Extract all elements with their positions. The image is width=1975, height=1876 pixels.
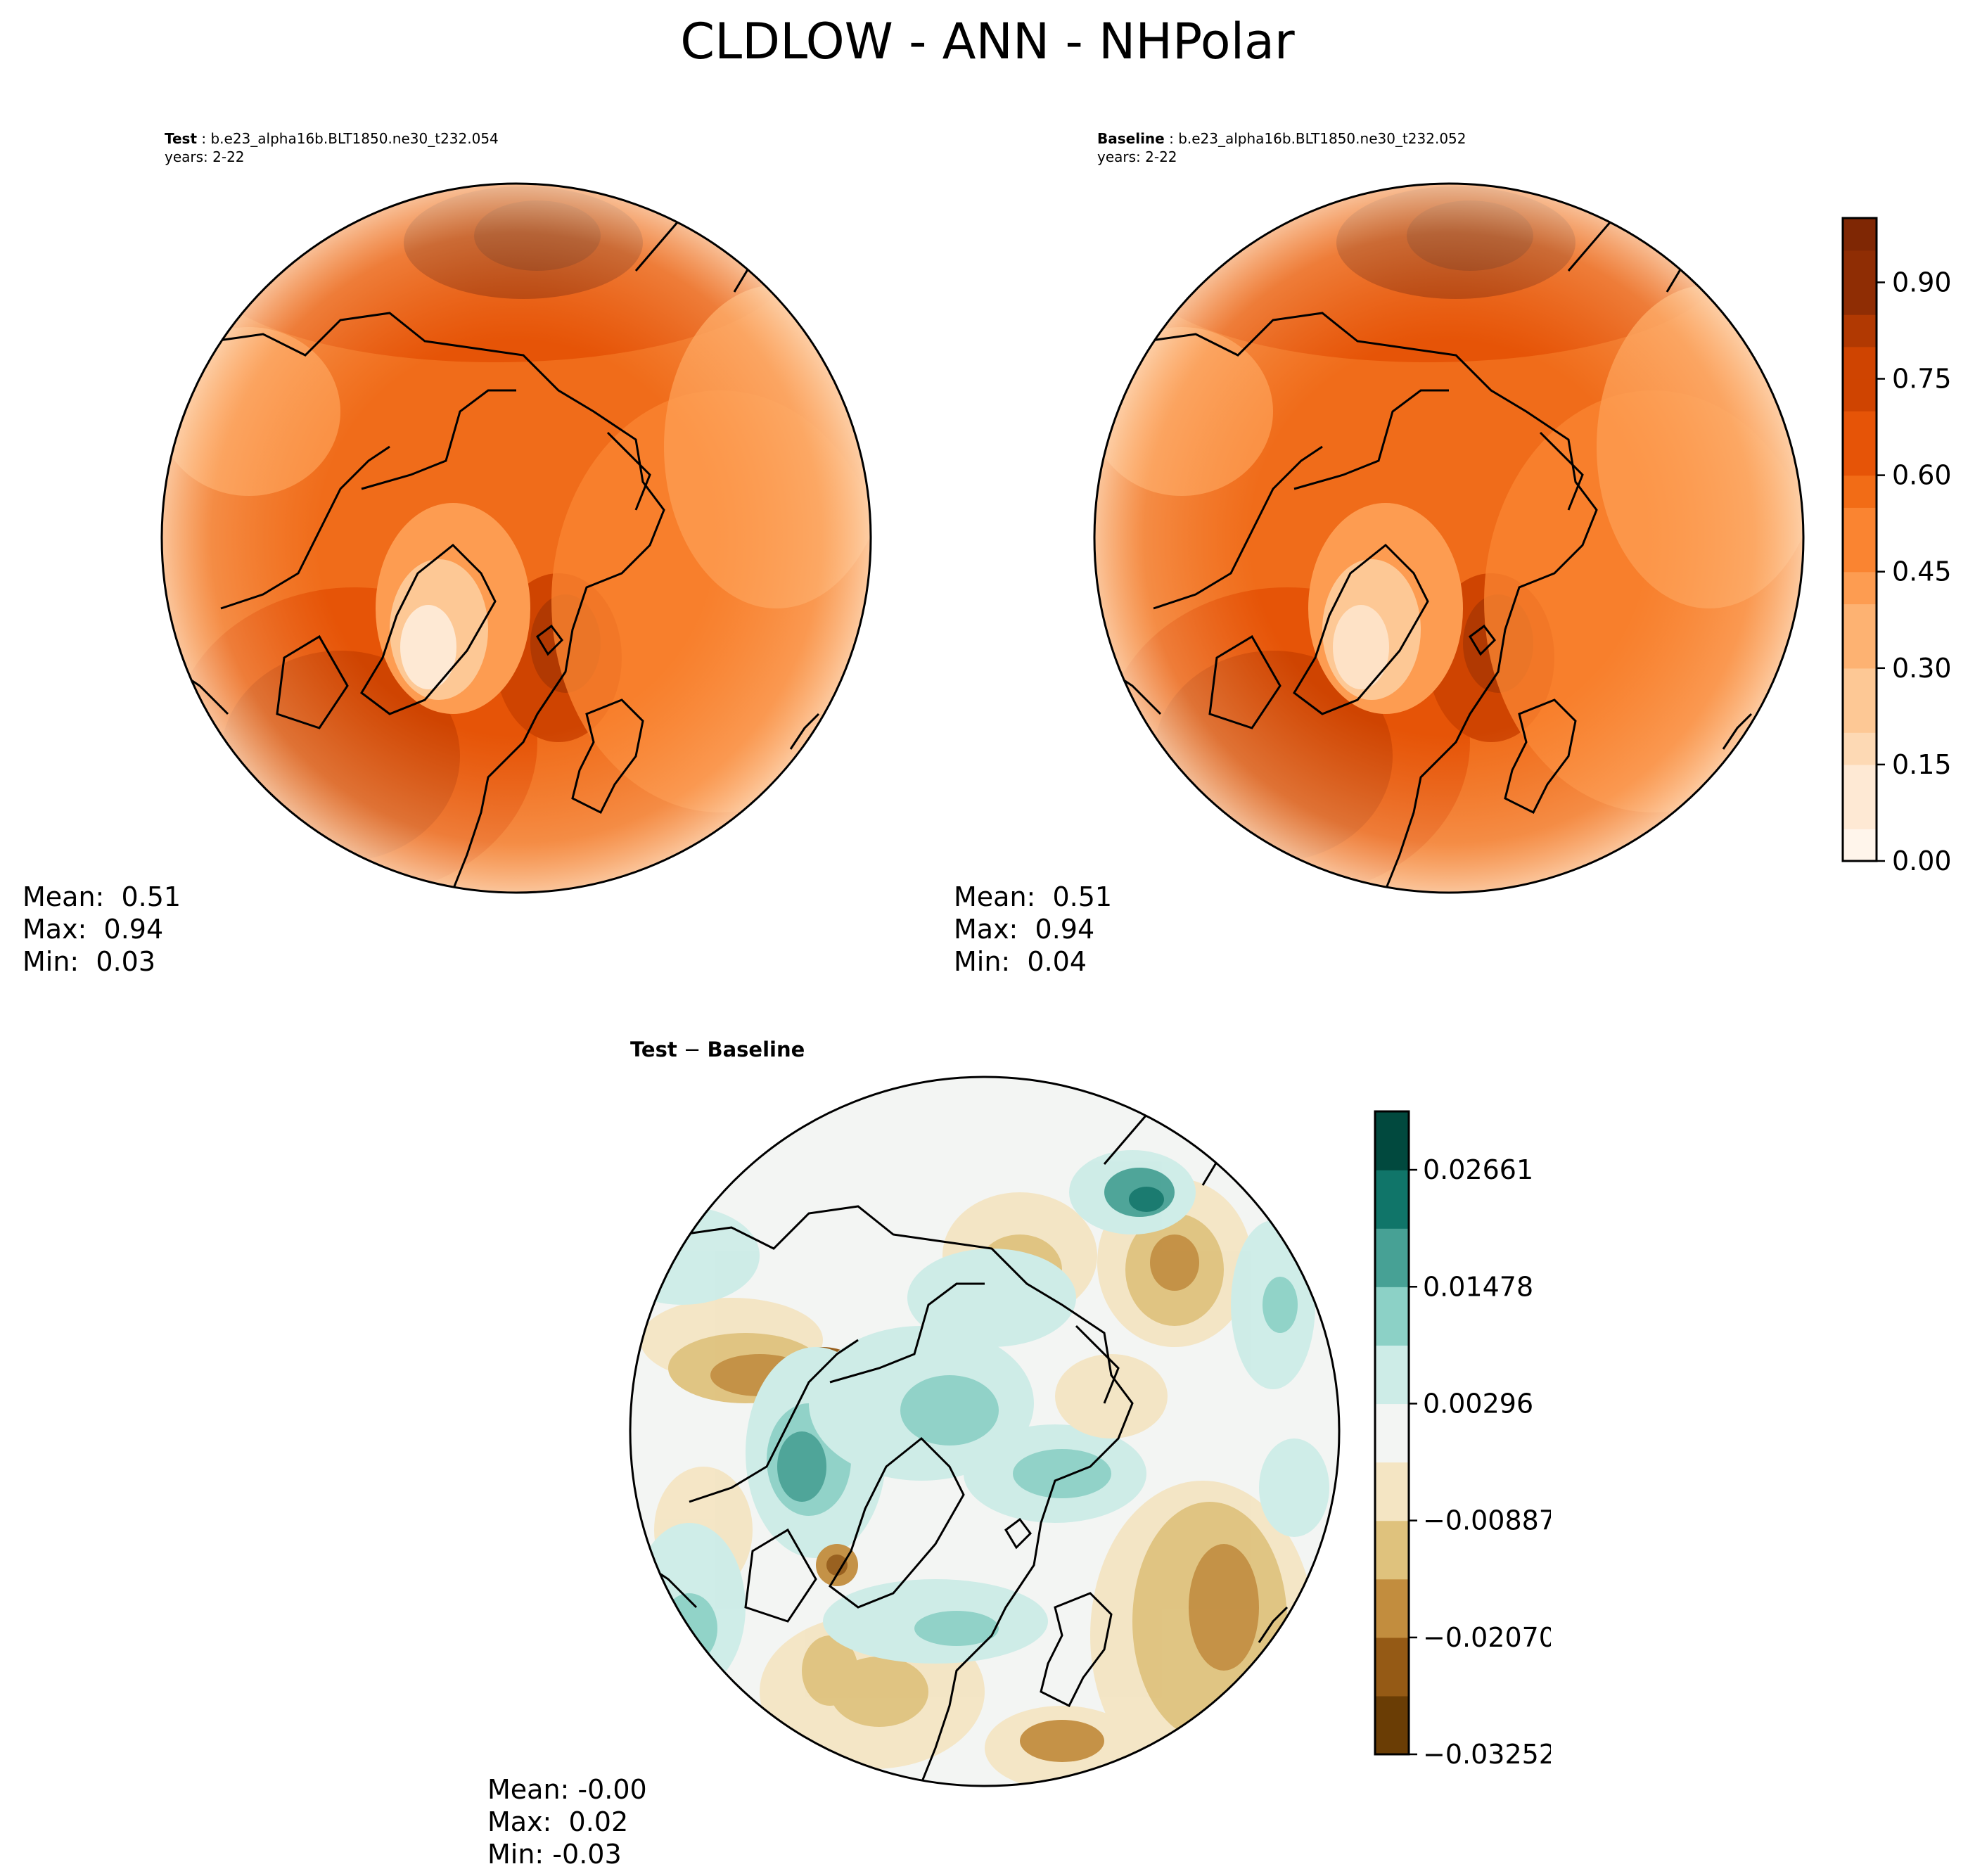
baseline-max: Max: 0.94 xyxy=(954,914,1095,945)
baseline-panel-title: Baseline : b.e23_alpha16b.BLT1850.ne30_t… xyxy=(1097,129,1466,166)
test-mean: Mean: 0.51 xyxy=(23,881,181,912)
brbg-tick-label: 0.01478 xyxy=(1423,1271,1533,1302)
baseline-map xyxy=(1093,182,1805,894)
diff-title-sep: − xyxy=(677,1038,708,1061)
test-case: b.e23_alpha16b.BLT1850.ne30_t232.054 xyxy=(210,130,499,147)
oranges-band xyxy=(1843,442,1877,476)
test-map xyxy=(160,182,872,894)
baseline-years: years: 2-22 xyxy=(1097,148,1177,165)
oranges-band xyxy=(1843,346,1877,380)
oranges-colorbar: 0.00 0.15 0.30 0.45 0.60 0.75 0.90 xyxy=(1841,217,1952,876)
oranges-band xyxy=(1843,411,1877,444)
brbg-band xyxy=(1375,1520,1409,1580)
baseline-mean: Mean: 0.51 xyxy=(954,881,1113,912)
oranges-band xyxy=(1843,314,1877,347)
brbg-band xyxy=(1375,1170,1409,1229)
oranges-band xyxy=(1843,829,1877,862)
oranges-band xyxy=(1843,604,1877,637)
brbg-band xyxy=(1375,1462,1409,1521)
brbg-band xyxy=(1375,1637,1409,1697)
oranges-band xyxy=(1843,668,1877,701)
brbg-band xyxy=(1375,1695,1409,1755)
baseline-coastlines xyxy=(1111,193,1753,891)
test-min: Min: 0.03 xyxy=(23,946,155,977)
oranges-band xyxy=(1843,250,1877,283)
brbg-colorbar-ticks: 0.02661 0.01478 0.00296 −0.00887 −0.02070 −0.… xyxy=(1409,1154,1551,1770)
baseline-case: b.e23_alpha16b.BLT1850.ne30_t232.052 xyxy=(1178,130,1466,147)
brbg-tick-label: 0.02661 xyxy=(1423,1154,1533,1185)
oranges-tick-label: 0.75 xyxy=(1892,364,1952,395)
diff-map xyxy=(629,1076,1341,1787)
diff-max: Max: 0.02 xyxy=(487,1806,629,1837)
diff-title-a: Test xyxy=(630,1038,677,1061)
baseline-stats: Mean: 0.51 Max: 0.94 Min: 0.04 xyxy=(954,881,1112,978)
oranges-tick-label: 0.45 xyxy=(1892,556,1952,587)
brbg-band xyxy=(1375,1228,1409,1287)
brbg-tick-label: −0.03252 xyxy=(1423,1739,1551,1770)
baseline-min: Min: 0.04 xyxy=(954,946,1087,977)
oranges-band xyxy=(1843,636,1877,669)
oranges-band xyxy=(1843,571,1877,604)
test-map-boundary xyxy=(160,182,872,894)
brbg-band xyxy=(1375,1403,1409,1463)
test-field xyxy=(162,184,871,893)
brbg-band xyxy=(1375,1578,1409,1638)
diff-panel-title: Test − Baseline xyxy=(630,1038,805,1061)
test-sep: : xyxy=(197,130,211,147)
test-panel-title: Test : b.e23_alpha16b.BLT1850.ne30_t232.… xyxy=(165,129,499,166)
oranges-band xyxy=(1843,796,1877,829)
oranges-colorbar-bands xyxy=(1843,218,1877,862)
diff-field xyxy=(630,1077,1339,1786)
oranges-colorbar-ticks: 0.00 0.15 0.30 0.45 0.60 0.75 0.90 xyxy=(1877,267,1952,876)
oranges-band xyxy=(1843,378,1877,411)
baseline-label: Baseline xyxy=(1097,130,1165,147)
oranges-band xyxy=(1843,282,1877,315)
brbg-tick-label: 0.00296 xyxy=(1423,1388,1533,1419)
oranges-band xyxy=(1843,218,1877,251)
oranges-tick-label: 0.00 xyxy=(1892,846,1952,876)
brbg-colorbar-bands xyxy=(1375,1111,1409,1755)
test-stats: Mean: 0.51 Max: 0.94 Min: 0.03 xyxy=(23,881,181,978)
figure-title: CLDLOW - ANN - NHPolar xyxy=(680,13,1295,70)
oranges-tick-label: 0.60 xyxy=(1892,460,1952,491)
oranges-tick-label: 0.30 xyxy=(1892,653,1952,684)
test-label: Test xyxy=(165,130,198,147)
oranges-band xyxy=(1843,475,1877,508)
oranges-colorbar-frame xyxy=(1841,217,1878,862)
baseline-map-boundary xyxy=(1093,182,1805,894)
oranges-band xyxy=(1843,507,1877,540)
oranges-band xyxy=(1843,700,1877,733)
diff-mean: Mean: -0.00 xyxy=(487,1774,647,1805)
diff-stats: Mean: -0.00 Max: 0.02 Min: -0.03 xyxy=(487,1773,647,1870)
brbg-colorbar-frame xyxy=(1374,1110,1410,1756)
brbg-tick-label: −0.00887 xyxy=(1423,1505,1551,1536)
diff-title-b: Baseline xyxy=(707,1038,805,1061)
baseline-sep: : xyxy=(1164,130,1179,147)
oranges-tick-label: 0.15 xyxy=(1892,749,1952,780)
oranges-tick-label: 0.90 xyxy=(1892,267,1952,298)
oranges-band xyxy=(1843,540,1877,573)
test-years: years: 2-22 xyxy=(165,148,245,165)
test-max: Max: 0.94 xyxy=(23,914,164,945)
brbg-colorbar: 0.02661 0.01478 0.00296 −0.00887 −0.02070 −0.… xyxy=(1374,1110,1551,1770)
oranges-band xyxy=(1843,732,1877,765)
diff-min: Min: -0.03 xyxy=(487,1839,622,1870)
brbg-band xyxy=(1375,1287,1409,1346)
oranges-band xyxy=(1843,764,1877,798)
brbg-band xyxy=(1375,1111,1409,1170)
brbg-band xyxy=(1375,1345,1409,1405)
diff-coastlines xyxy=(646,1086,1289,1784)
brbg-tick-label: −0.02070 xyxy=(1423,1622,1551,1653)
diff-map-boundary xyxy=(629,1076,1341,1787)
